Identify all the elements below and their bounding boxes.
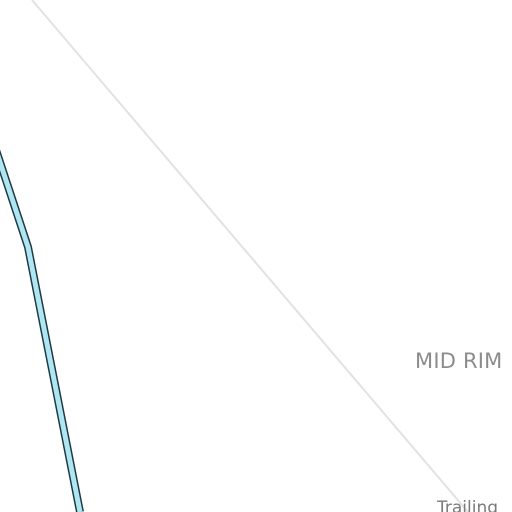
boundary-line — [31, 0, 469, 512]
trail-label: Trailing — [437, 498, 499, 512]
road[interactable] — [0, 149, 84, 512]
road-fill — [0, 154, 83, 512]
area-label: MID RIM — [415, 349, 503, 373]
